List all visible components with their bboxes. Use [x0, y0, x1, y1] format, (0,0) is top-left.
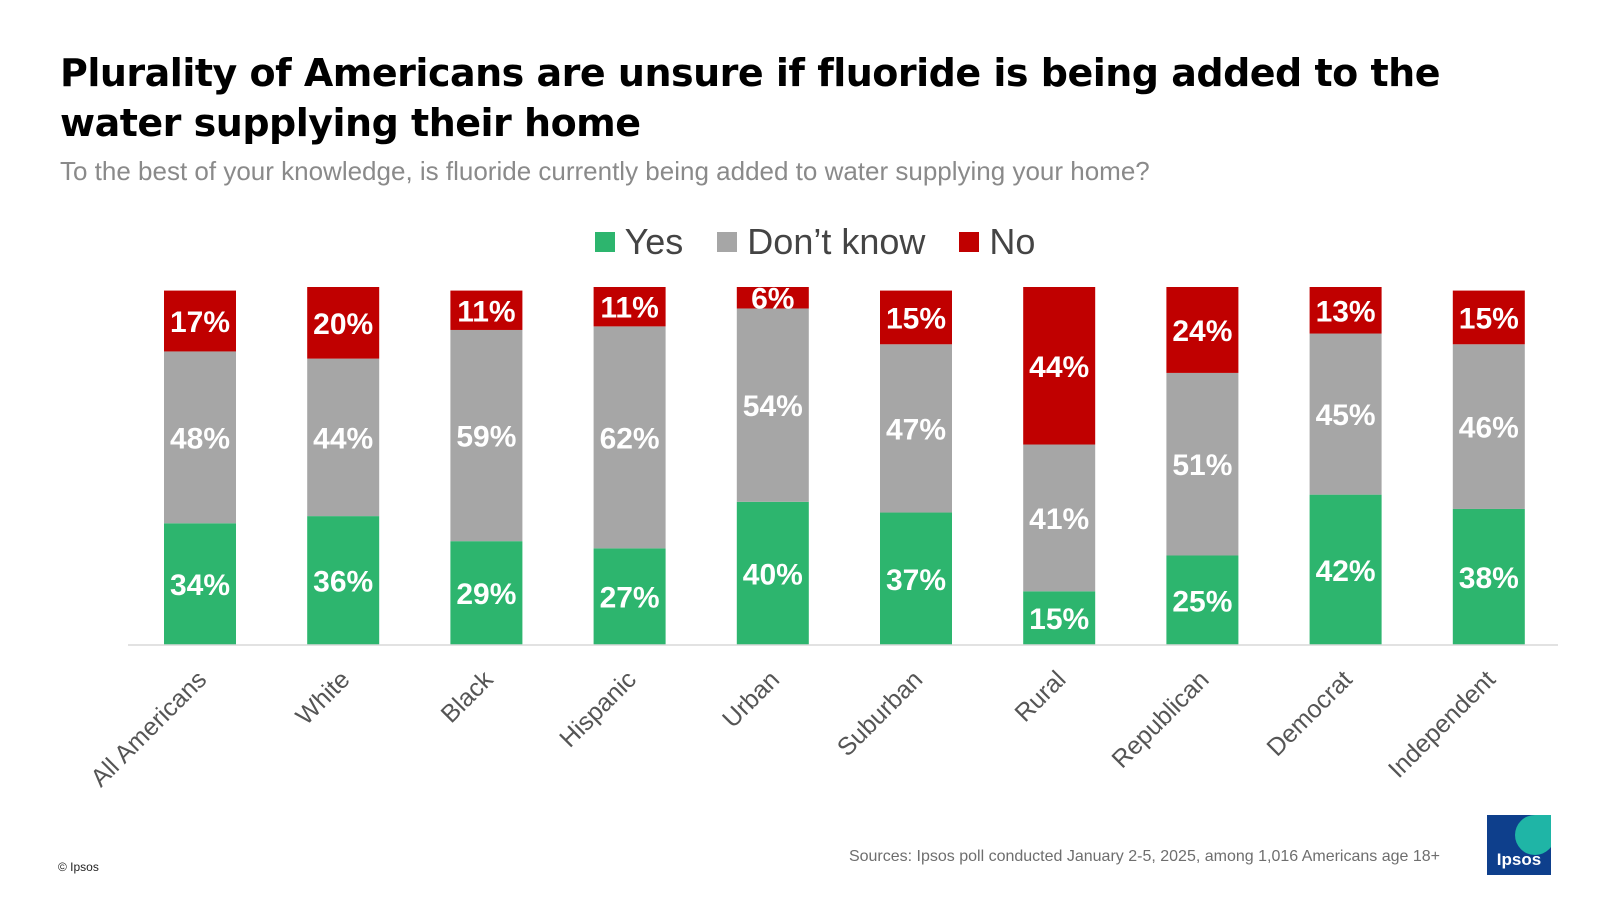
legend-swatch-no: [959, 232, 980, 252]
data-label-don-t-know-republican: 51%: [1172, 449, 1232, 482]
bar-segment-don-t-know-democrat: [1309, 333, 1382, 495]
legend-swatch-dont-know: [717, 232, 738, 252]
data-label-don-t-know-white: 44%: [313, 422, 373, 455]
data-label-no-white: 20%: [313, 308, 373, 341]
chart-subtitle: To the best of your knowledge, is fluori…: [60, 156, 1150, 186]
data-label-yes-rural: 15%: [1029, 603, 1089, 636]
data-label-yes-democrat: 42%: [1316, 555, 1376, 588]
data-label-no-urban: 6%: [751, 283, 794, 316]
data-label-yes-white: 36%: [313, 566, 373, 599]
category-label-suburban: Suburban: [832, 665, 928, 761]
data-label-don-t-know-all-americans: 48%: [170, 422, 230, 455]
data-label-don-t-know-independent: 46%: [1459, 412, 1519, 445]
data-label-no-rural: 44%: [1029, 351, 1089, 384]
logo-wordmark: Ipsos: [1496, 850, 1542, 869]
data-label-yes-republican: 25%: [1172, 585, 1232, 618]
data-label-no-democrat: 13%: [1316, 295, 1376, 328]
category-label-all-americans: All Americans: [85, 665, 212, 792]
bar-segment-no-black: [450, 290, 523, 330]
bar-segment-don-t-know-republican: [1166, 372, 1239, 556]
bar-segment-don-t-know-independent: [1452, 344, 1525, 509]
data-label-no-republican: 24%: [1172, 315, 1232, 348]
bar-segment-don-t-know-hispanic: [593, 326, 666, 549]
data-label-don-t-know-black: 59%: [456, 421, 516, 454]
category-label-rural: Rural: [1009, 665, 1071, 727]
bar-segment-don-t-know-white: [307, 358, 380, 517]
data-label-yes-urban: 40%: [743, 558, 803, 591]
bar-segment-no-hispanic: [593, 287, 666, 327]
bar-segment-yes-rural: [1023, 591, 1096, 645]
bar-segment-yes-all-americans: [164, 523, 236, 645]
legend-label-yes: Yes: [624, 221, 684, 262]
data-label-don-t-know-urban: 54%: [743, 390, 803, 423]
category-label-republican: Republican: [1106, 665, 1214, 773]
data-label-yes-suburban: 37%: [886, 564, 946, 597]
bar-segment-no-rural: [1023, 287, 1096, 445]
data-label-don-t-know-rural: 41%: [1029, 503, 1089, 536]
data-label-don-t-know-hispanic: 62%: [600, 422, 660, 455]
bar-segment-yes-republican: [1166, 555, 1239, 645]
data-label-no-independent: 15%: [1459, 302, 1519, 335]
data-label-no-all-americans: 17%: [170, 306, 230, 339]
legend-item-no: No: [959, 221, 1035, 263]
legend: Yes Don’t know No: [0, 218, 1600, 266]
stacked-bar-chart: 34% 48% 17% All Americans 36% 44% 20% White 29% 5…: [85, 283, 1558, 793]
bar-segment-yes-urban: [736, 501, 809, 645]
legend-label-no: No: [989, 221, 1036, 262]
ipsos-logo: Ipsos: [1487, 815, 1551, 875]
bar-segment-no-democrat: [1309, 287, 1382, 334]
legend-label-dont-know: Don’t know: [747, 221, 926, 262]
legend-swatch-yes: [594, 232, 615, 252]
bar-segment-yes-independent: [1452, 508, 1525, 645]
data-label-no-suburban: 15%: [886, 302, 946, 335]
data-label-yes-all-americans: 34%: [170, 569, 230, 602]
category-label-black: Black: [436, 665, 499, 728]
legend-item-dont-know: Don’t know: [717, 221, 925, 263]
bar-segment-don-t-know-rural: [1023, 444, 1096, 592]
bar-segment-don-t-know-black: [450, 329, 523, 542]
bar-segment-don-t-know-all-americans: [164, 351, 236, 524]
category-label-hispanic: Hispanic: [554, 665, 642, 753]
data-label-no-black: 11%: [457, 295, 515, 328]
bar-segment-yes-suburban: [880, 512, 952, 645]
bar-segment-yes-black: [450, 541, 523, 645]
bar-segment-no-suburban: [880, 290, 952, 345]
bar-segment-no-urban: [736, 287, 809, 309]
copyright: © Ipsos: [58, 860, 99, 874]
logo-teal-shape: [1515, 815, 1551, 855]
category-label-independent: Independent: [1383, 665, 1501, 783]
data-label-yes-black: 29%: [456, 578, 516, 611]
category-label-democrat: Democrat: [1261, 665, 1357, 761]
bar-segment-yes-white: [307, 516, 380, 645]
category-label-white: White: [290, 665, 355, 730]
chart-title: Plurality of Americans are unsure if flu…: [60, 51, 1440, 145]
data-label-don-t-know-suburban: 47%: [886, 413, 946, 446]
legend-item-yes: Yes: [594, 221, 684, 263]
bar-segment-yes-hispanic: [593, 548, 666, 645]
category-label-urban: Urban: [717, 665, 785, 733]
data-label-yes-hispanic: 27%: [600, 582, 660, 615]
data-label-yes-independent: 38%: [1459, 562, 1519, 595]
bar-segment-no-white: [307, 287, 380, 359]
bar-segment-no-independent: [1452, 290, 1525, 345]
bar-segment-yes-democrat: [1309, 494, 1382, 645]
bar-segment-no-republican: [1166, 287, 1239, 373]
bar-segment-don-t-know-urban: [736, 308, 809, 502]
data-label-don-t-know-democrat: 45%: [1316, 399, 1376, 432]
bar-segment-no-all-americans: [164, 290, 236, 352]
data-label-no-hispanic: 11%: [600, 292, 658, 325]
bar-segment-don-t-know-suburban: [880, 344, 952, 513]
source-note: Sources: Ipsos poll conducted January 2-…: [848, 848, 1440, 865]
